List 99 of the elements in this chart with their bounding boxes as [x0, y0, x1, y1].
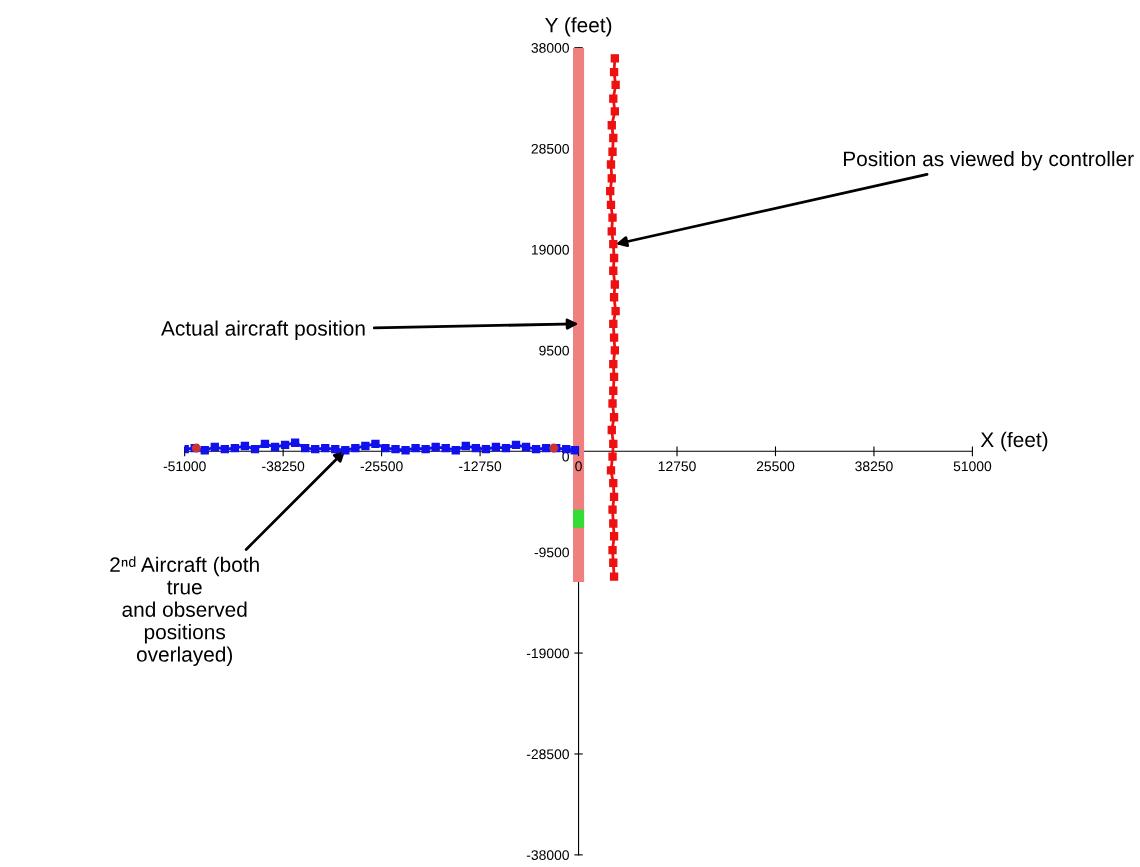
point — [240, 441, 250, 451]
point — [371, 439, 380, 449]
point — [609, 253, 619, 263]
y-tick-label: -38000 — [526, 850, 569, 861]
x-tick-label: 12750 — [658, 461, 696, 472]
point — [608, 399, 617, 408]
x-tick-label: -25500 — [360, 461, 403, 472]
point — [361, 441, 370, 451]
point — [608, 545, 617, 555]
point — [609, 532, 619, 541]
point — [210, 442, 219, 452]
y-tick-label: 9500 — [539, 345, 569, 356]
y-tick-label: 19000 — [531, 244, 569, 255]
x-tick-label: 25500 — [756, 461, 795, 472]
point — [606, 200, 616, 210]
point — [606, 186, 615, 196]
x-tick-label: 51000 — [953, 461, 992, 472]
point — [381, 443, 390, 453]
point — [541, 443, 551, 453]
point — [610, 107, 620, 116]
point — [609, 572, 619, 581]
point — [607, 121, 616, 130]
point — [611, 80, 620, 90]
point — [609, 67, 619, 77]
point — [481, 444, 491, 454]
point — [341, 446, 350, 455]
point — [570, 446, 579, 455]
point — [351, 443, 360, 453]
point — [611, 306, 620, 316]
point — [608, 452, 617, 461]
annotation: 2ⁿᵈ Aircraft (both true and observed positions overlayed) — [110, 556, 259, 666]
point — [607, 425, 616, 435]
point — [608, 505, 617, 514]
point — [290, 438, 300, 447]
point — [609, 240, 618, 249]
point — [451, 446, 460, 455]
point — [471, 443, 481, 453]
point — [609, 386, 618, 395]
point — [607, 174, 616, 183]
point — [610, 346, 620, 355]
point — [521, 442, 531, 452]
y-tick-label: -19000 — [526, 648, 569, 659]
point — [411, 443, 420, 453]
point — [609, 519, 618, 528]
point — [200, 446, 209, 455]
point — [260, 439, 270, 449]
point — [608, 213, 617, 222]
x-tick-label: -51000 — [163, 461, 206, 472]
point — [609, 439, 618, 449]
point — [220, 444, 230, 454]
point — [609, 333, 619, 342]
point — [609, 492, 619, 502]
point — [461, 441, 470, 451]
point — [609, 558, 618, 567]
point — [491, 442, 501, 452]
annotation: Position as viewed by controller — [843, 150, 1134, 171]
point — [609, 133, 618, 143]
point — [250, 444, 260, 454]
point — [331, 444, 340, 454]
x-tick-label: -38250 — [262, 461, 305, 472]
y-axis-title: Y (feet) — [545, 17, 612, 37]
point — [280, 440, 290, 450]
x-tick-label: 38250 — [855, 461, 893, 472]
point — [562, 444, 571, 454]
y-tick-label: 28500 — [531, 143, 569, 154]
point — [609, 94, 618, 103]
point — [607, 227, 616, 236]
point — [501, 443, 511, 453]
point — [391, 444, 400, 454]
point — [270, 442, 280, 452]
point — [431, 442, 440, 452]
point — [311, 444, 320, 454]
point — [608, 147, 617, 156]
point — [300, 443, 310, 453]
point — [511, 440, 521, 450]
y-tick-label: 38000 — [531, 43, 569, 53]
point — [610, 54, 620, 63]
point — [441, 443, 450, 453]
y-tick-label: -9500 — [534, 547, 569, 558]
x-axis-title: X (feet) — [980, 431, 1048, 452]
y-tick-label: -28500 — [526, 749, 569, 760]
point — [609, 478, 618, 488]
point — [531, 444, 541, 454]
point — [401, 446, 410, 455]
point — [610, 280, 620, 289]
point — [230, 443, 240, 453]
point — [609, 293, 619, 302]
point — [321, 443, 330, 453]
point — [606, 466, 616, 475]
x-tick-label: -12750 — [459, 461, 502, 472]
point — [609, 372, 619, 382]
point — [609, 413, 619, 422]
point — [609, 266, 618, 275]
x-tick-label: 0 — [575, 461, 582, 472]
point — [609, 319, 618, 328]
annotation: Actual aircraft position — [161, 320, 365, 340]
point — [609, 360, 618, 369]
point — [421, 444, 430, 454]
point — [606, 160, 616, 169]
